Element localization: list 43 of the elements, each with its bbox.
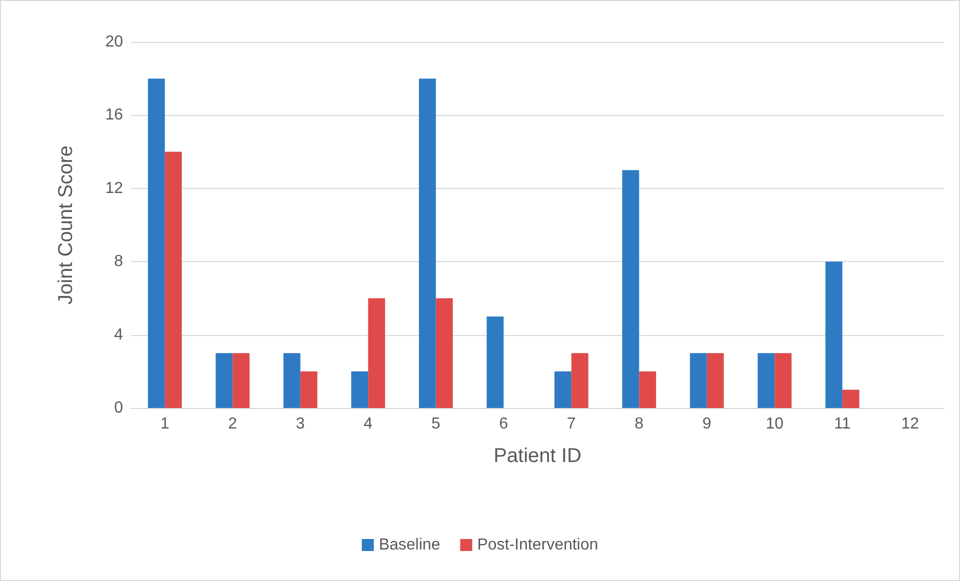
legend-label: Baseline	[378, 536, 440, 554]
x-tick-label: 4	[364, 416, 373, 432]
bar	[825, 262, 842, 408]
y-tick-label: 8	[114, 253, 124, 270]
x-tick-label: 7	[566, 416, 576, 432]
x-axis-title: Patient ID	[494, 445, 582, 467]
bar	[436, 298, 453, 408]
bar	[690, 353, 707, 408]
bar	[554, 371, 572, 408]
bar	[571, 353, 588, 408]
bar	[706, 353, 724, 408]
x-tick-label: 11	[834, 416, 851, 432]
bar	[486, 316, 504, 408]
bar	[368, 298, 386, 408]
y-tick-label: 16	[105, 106, 124, 124]
x-tick-label: 2	[228, 416, 238, 432]
x-tick-label: 1	[160, 416, 170, 432]
x-tick-label: 5	[431, 416, 440, 432]
x-tick-label: 6	[499, 416, 508, 432]
y-tick-label: 0	[114, 400, 124, 416]
y-tick-label: 12	[105, 180, 124, 197]
bar	[639, 371, 656, 408]
bar	[351, 371, 368, 408]
bar	[216, 353, 233, 408]
bar	[164, 152, 182, 408]
bar	[842, 390, 860, 408]
bar	[758, 353, 775, 408]
legend-label: Post-Intervention	[477, 536, 598, 554]
y-tick-label: 20	[105, 34, 124, 50]
x-tick-label: 8	[634, 416, 644, 432]
bar	[148, 78, 165, 408]
x-tick-label: 3	[296, 416, 305, 432]
bar	[774, 353, 792, 408]
x-tick-label: 10	[766, 416, 784, 432]
bar	[300, 371, 318, 408]
y-tick-label: 4	[114, 326, 124, 344]
bar	[283, 353, 300, 408]
x-tick-label: 9	[702, 416, 712, 432]
x-tick-label: 12	[901, 416, 920, 432]
bar	[418, 78, 436, 408]
bar	[622, 170, 640, 408]
bar	[232, 353, 250, 408]
y-axis-title: Joint Count Score	[55, 146, 77, 304]
